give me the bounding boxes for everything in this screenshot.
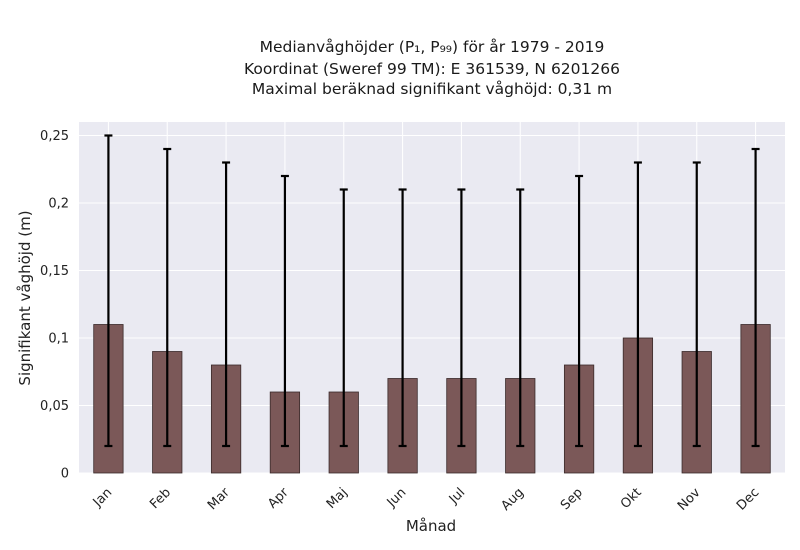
x-axis-ticks: Jan Feb Mar Apr Maj Jun Jul Aug Sep Okt Nov Dec <box>90 485 763 514</box>
x-tick-label-jan: Jan <box>90 485 115 510</box>
y-tick-label: 0,2 <box>48 197 69 212</box>
x-tick-label-sep: Sep <box>558 485 586 513</box>
error-bars <box>104 134 760 448</box>
y-axis-label: Signifikant våghöjd (m) <box>16 210 34 385</box>
x-tick-label-mar: Mar <box>205 485 233 513</box>
plot-area <box>79 122 785 473</box>
x-tick-label-maj: Maj <box>324 485 351 512</box>
y-tick-label: 0,15 <box>40 264 69 279</box>
x-tick-label-jul: Jul <box>446 485 468 507</box>
x-tick-label-nov: Nov <box>675 485 704 514</box>
y-axis-ticks: 0 0,05 0,1 0,15 0,2 0,25 <box>40 129 69 482</box>
x-tick-label-jun: Jun <box>384 485 410 511</box>
x-tick-label-okt: Okt <box>618 485 645 512</box>
y-tick-label: 0 <box>61 467 69 482</box>
title-line-1: Medianvåghöjder (P₁, P₉₉) för år 1979 - … <box>260 38 605 56</box>
title-line-3: Maximal beräknad signifikant våghöjd: 0,… <box>252 80 612 98</box>
x-tick-label-dec: Dec <box>734 485 762 513</box>
title-line-2: Koordinat (Sweref 99 TM): E 361539, N 62… <box>244 60 620 78</box>
y-tick-label: 0,05 <box>40 399 69 414</box>
y-tick-label: 0,25 <box>40 129 69 144</box>
chart-title: Medianvåghöjder (P₁, P₉₉) för år 1979 - … <box>244 38 620 98</box>
x-tick-label-apr: Apr <box>265 485 292 512</box>
y-tick-label: 0,1 <box>48 332 69 347</box>
x-tick-label-feb: Feb <box>147 485 174 512</box>
x-tick-label-aug: Aug <box>499 485 528 514</box>
x-axis-label: Månad <box>406 517 456 535</box>
